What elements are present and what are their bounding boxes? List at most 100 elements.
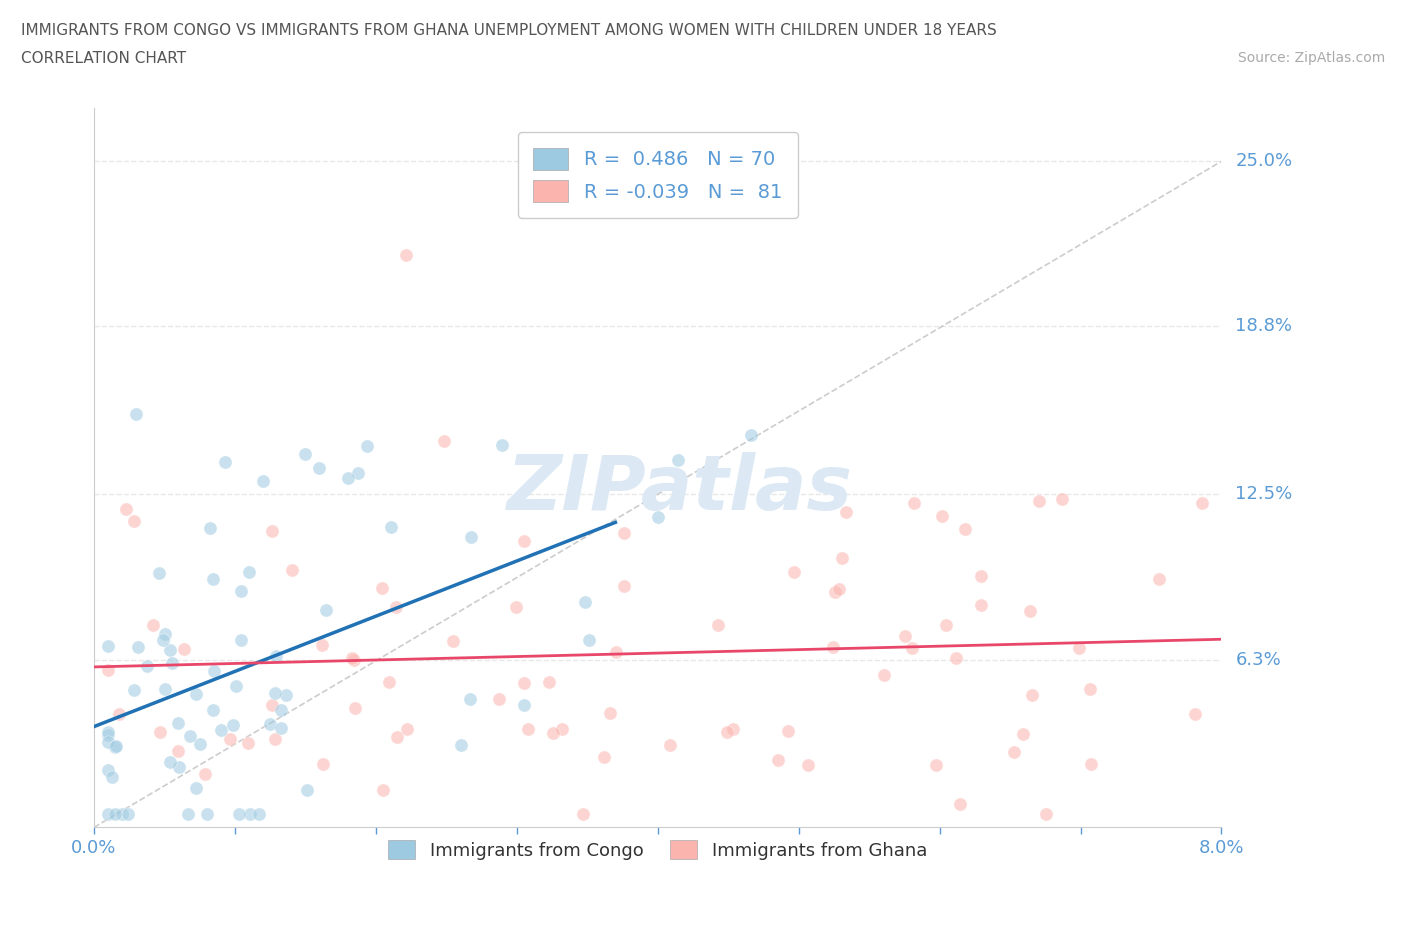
Point xyxy=(281,563,304,578)
Point xyxy=(270,702,292,717)
Point xyxy=(385,600,408,615)
Point xyxy=(264,648,287,663)
Point xyxy=(228,806,250,821)
Point xyxy=(593,750,616,764)
Point xyxy=(970,568,993,583)
Point xyxy=(574,594,596,609)
Point xyxy=(768,752,790,767)
Point xyxy=(136,658,159,673)
Point xyxy=(380,520,402,535)
Point xyxy=(115,501,138,516)
Point xyxy=(824,585,846,600)
Point xyxy=(153,682,176,697)
Point xyxy=(270,721,292,736)
Point xyxy=(450,737,472,752)
Point xyxy=(238,565,260,579)
Point xyxy=(340,650,363,665)
Point xyxy=(460,691,482,706)
Point xyxy=(491,438,513,453)
Point xyxy=(541,726,564,741)
Point xyxy=(97,638,120,653)
Point xyxy=(460,529,482,544)
Point xyxy=(970,598,993,613)
Point xyxy=(953,522,976,537)
Point xyxy=(1080,756,1102,771)
Point xyxy=(152,632,174,647)
Point xyxy=(823,640,845,655)
Point xyxy=(901,640,924,655)
Text: 6.3%: 6.3% xyxy=(1236,651,1281,669)
Point xyxy=(97,663,120,678)
Point xyxy=(209,723,232,737)
Point xyxy=(159,642,181,657)
Point xyxy=(97,724,120,739)
Point xyxy=(229,584,252,599)
Point xyxy=(1019,604,1042,618)
Point xyxy=(108,707,131,722)
Point xyxy=(264,732,287,747)
Point xyxy=(1067,640,1090,655)
Point xyxy=(949,797,972,812)
Point xyxy=(104,739,127,754)
Point xyxy=(371,782,394,797)
Point xyxy=(97,727,120,742)
Point xyxy=(513,698,536,712)
Point xyxy=(184,687,207,702)
Point xyxy=(613,579,636,594)
Point xyxy=(872,667,894,682)
Point xyxy=(311,637,333,652)
Point xyxy=(346,466,368,481)
Point xyxy=(177,806,200,821)
Point xyxy=(613,525,636,540)
Point xyxy=(202,664,225,679)
Point xyxy=(707,618,730,632)
Point xyxy=(260,698,283,712)
Point xyxy=(344,700,367,715)
Point xyxy=(214,454,236,469)
Point xyxy=(97,763,120,777)
Text: IMMIGRANTS FROM CONGO VS IMMIGRANTS FROM GHANA UNEMPLOYMENT AMONG WOMEN WITH CHI: IMMIGRANTS FROM CONGO VS IMMIGRANTS FROM… xyxy=(21,23,997,38)
Point xyxy=(195,806,218,821)
Point xyxy=(167,715,190,730)
Point xyxy=(894,629,917,644)
Point xyxy=(202,571,225,586)
Point xyxy=(935,618,957,632)
Point xyxy=(264,685,287,700)
Point xyxy=(666,452,689,467)
Point xyxy=(433,433,456,448)
Point xyxy=(127,640,149,655)
Point xyxy=(202,702,225,717)
Point xyxy=(222,717,245,732)
Point xyxy=(105,739,128,754)
Point xyxy=(239,806,262,821)
Point xyxy=(308,460,330,475)
Point xyxy=(537,675,560,690)
Point xyxy=(378,674,401,689)
Point xyxy=(166,743,188,758)
Point xyxy=(343,652,366,667)
Point xyxy=(835,504,858,519)
Point xyxy=(169,760,191,775)
Point xyxy=(1012,726,1035,741)
Point xyxy=(153,626,176,641)
Point xyxy=(194,766,217,781)
Point xyxy=(605,644,627,659)
Point xyxy=(647,510,669,525)
Point xyxy=(173,642,195,657)
Point xyxy=(903,496,925,511)
Point xyxy=(179,728,201,743)
Text: 18.8%: 18.8% xyxy=(1236,317,1292,336)
Text: CORRELATION CHART: CORRELATION CHART xyxy=(21,51,186,66)
Point xyxy=(371,580,394,595)
Text: ZIPatlas: ZIPatlas xyxy=(508,452,853,526)
Point xyxy=(831,551,853,565)
Point xyxy=(122,513,145,528)
Point xyxy=(513,534,536,549)
Point xyxy=(101,769,124,784)
Point xyxy=(356,439,378,454)
Point xyxy=(659,737,682,752)
Point xyxy=(776,724,799,738)
Point xyxy=(262,524,284,538)
Point xyxy=(218,732,240,747)
Point xyxy=(238,736,260,751)
